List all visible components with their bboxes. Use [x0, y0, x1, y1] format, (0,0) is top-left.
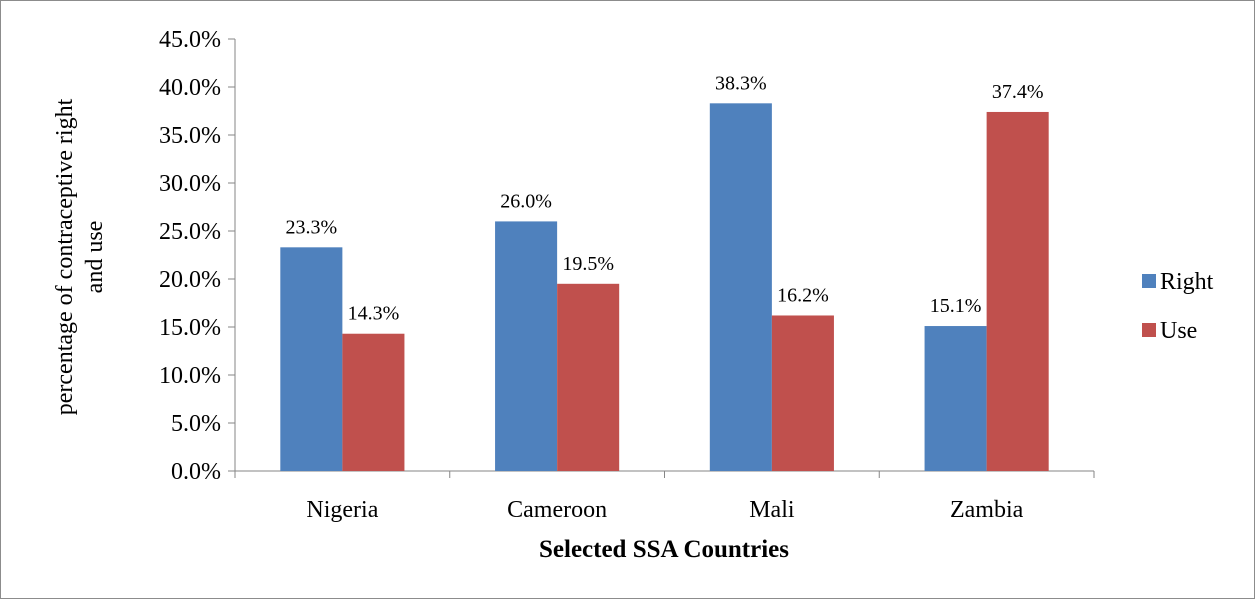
data-label: 23.3% [286, 216, 338, 238]
y-tick-label: 20.0% [159, 267, 221, 293]
y-tick-label: 5.0% [171, 411, 221, 437]
y-tick-label: 25.0% [159, 219, 221, 245]
category-label: Nigeria [306, 497, 378, 523]
data-label: 19.5% [562, 253, 614, 275]
data-labels: 23.3% 14.3% 26.0% 19.5% 38.3% 16.2% 15.1% 37.4% [286, 72, 1044, 324]
y-tick-label: 15.0% [159, 315, 221, 341]
bar-use-nigeria [342, 333, 405, 471]
y-tick-label: 35.0% [159, 123, 221, 149]
legend-label-use: Use [1160, 318, 1197, 344]
bar-right-nigeria [280, 247, 343, 471]
data-label: 16.2% [777, 284, 829, 306]
x-axis-title: Selected SSA Countries [539, 536, 789, 563]
data-label: 37.4% [992, 81, 1044, 103]
y-tick-label: 10.0% [159, 363, 221, 389]
legend-swatch-right [1142, 274, 1156, 288]
bar-use-zambia [986, 111, 1049, 472]
data-label: 14.3% [348, 303, 400, 325]
y-tick-label: 45.0% [159, 27, 221, 53]
y-axis-title-line-2: and use [82, 221, 108, 294]
data-label: 38.3% [715, 72, 767, 94]
x-axis [234, 470, 1095, 478]
bar-use-mali [771, 315, 834, 471]
category-label: Mali [749, 497, 795, 523]
category-label: Zambia [950, 497, 1024, 523]
data-label: 15.1% [930, 295, 982, 317]
data-label: 26.0% [500, 190, 552, 212]
bar-right-cameroon [495, 221, 558, 471]
legend: Right Use [1142, 269, 1214, 344]
y-tick-label: 0.0% [171, 459, 221, 485]
y-tick-label: 40.0% [159, 75, 221, 101]
bar-use-cameroon [557, 283, 620, 471]
legend-swatch-use [1142, 323, 1156, 337]
y-axis: 0.0% 5.0% 10.0% 15.0% 20.0% 25.0% 30.0% 35.0% 40… [159, 27, 236, 485]
legend-label-right: Right [1160, 269, 1214, 295]
bar-right-zambia [924, 326, 987, 471]
category-labels: Nigeria Cameroon Mali Zambia [306, 497, 1023, 523]
bars [280, 103, 1049, 472]
y-axis-title-line-1: percentage of contraceptive right [52, 98, 78, 415]
category-label: Cameroon [507, 497, 607, 523]
y-tick-label: 30.0% [159, 171, 221, 197]
bar-right-mali [709, 103, 772, 471]
